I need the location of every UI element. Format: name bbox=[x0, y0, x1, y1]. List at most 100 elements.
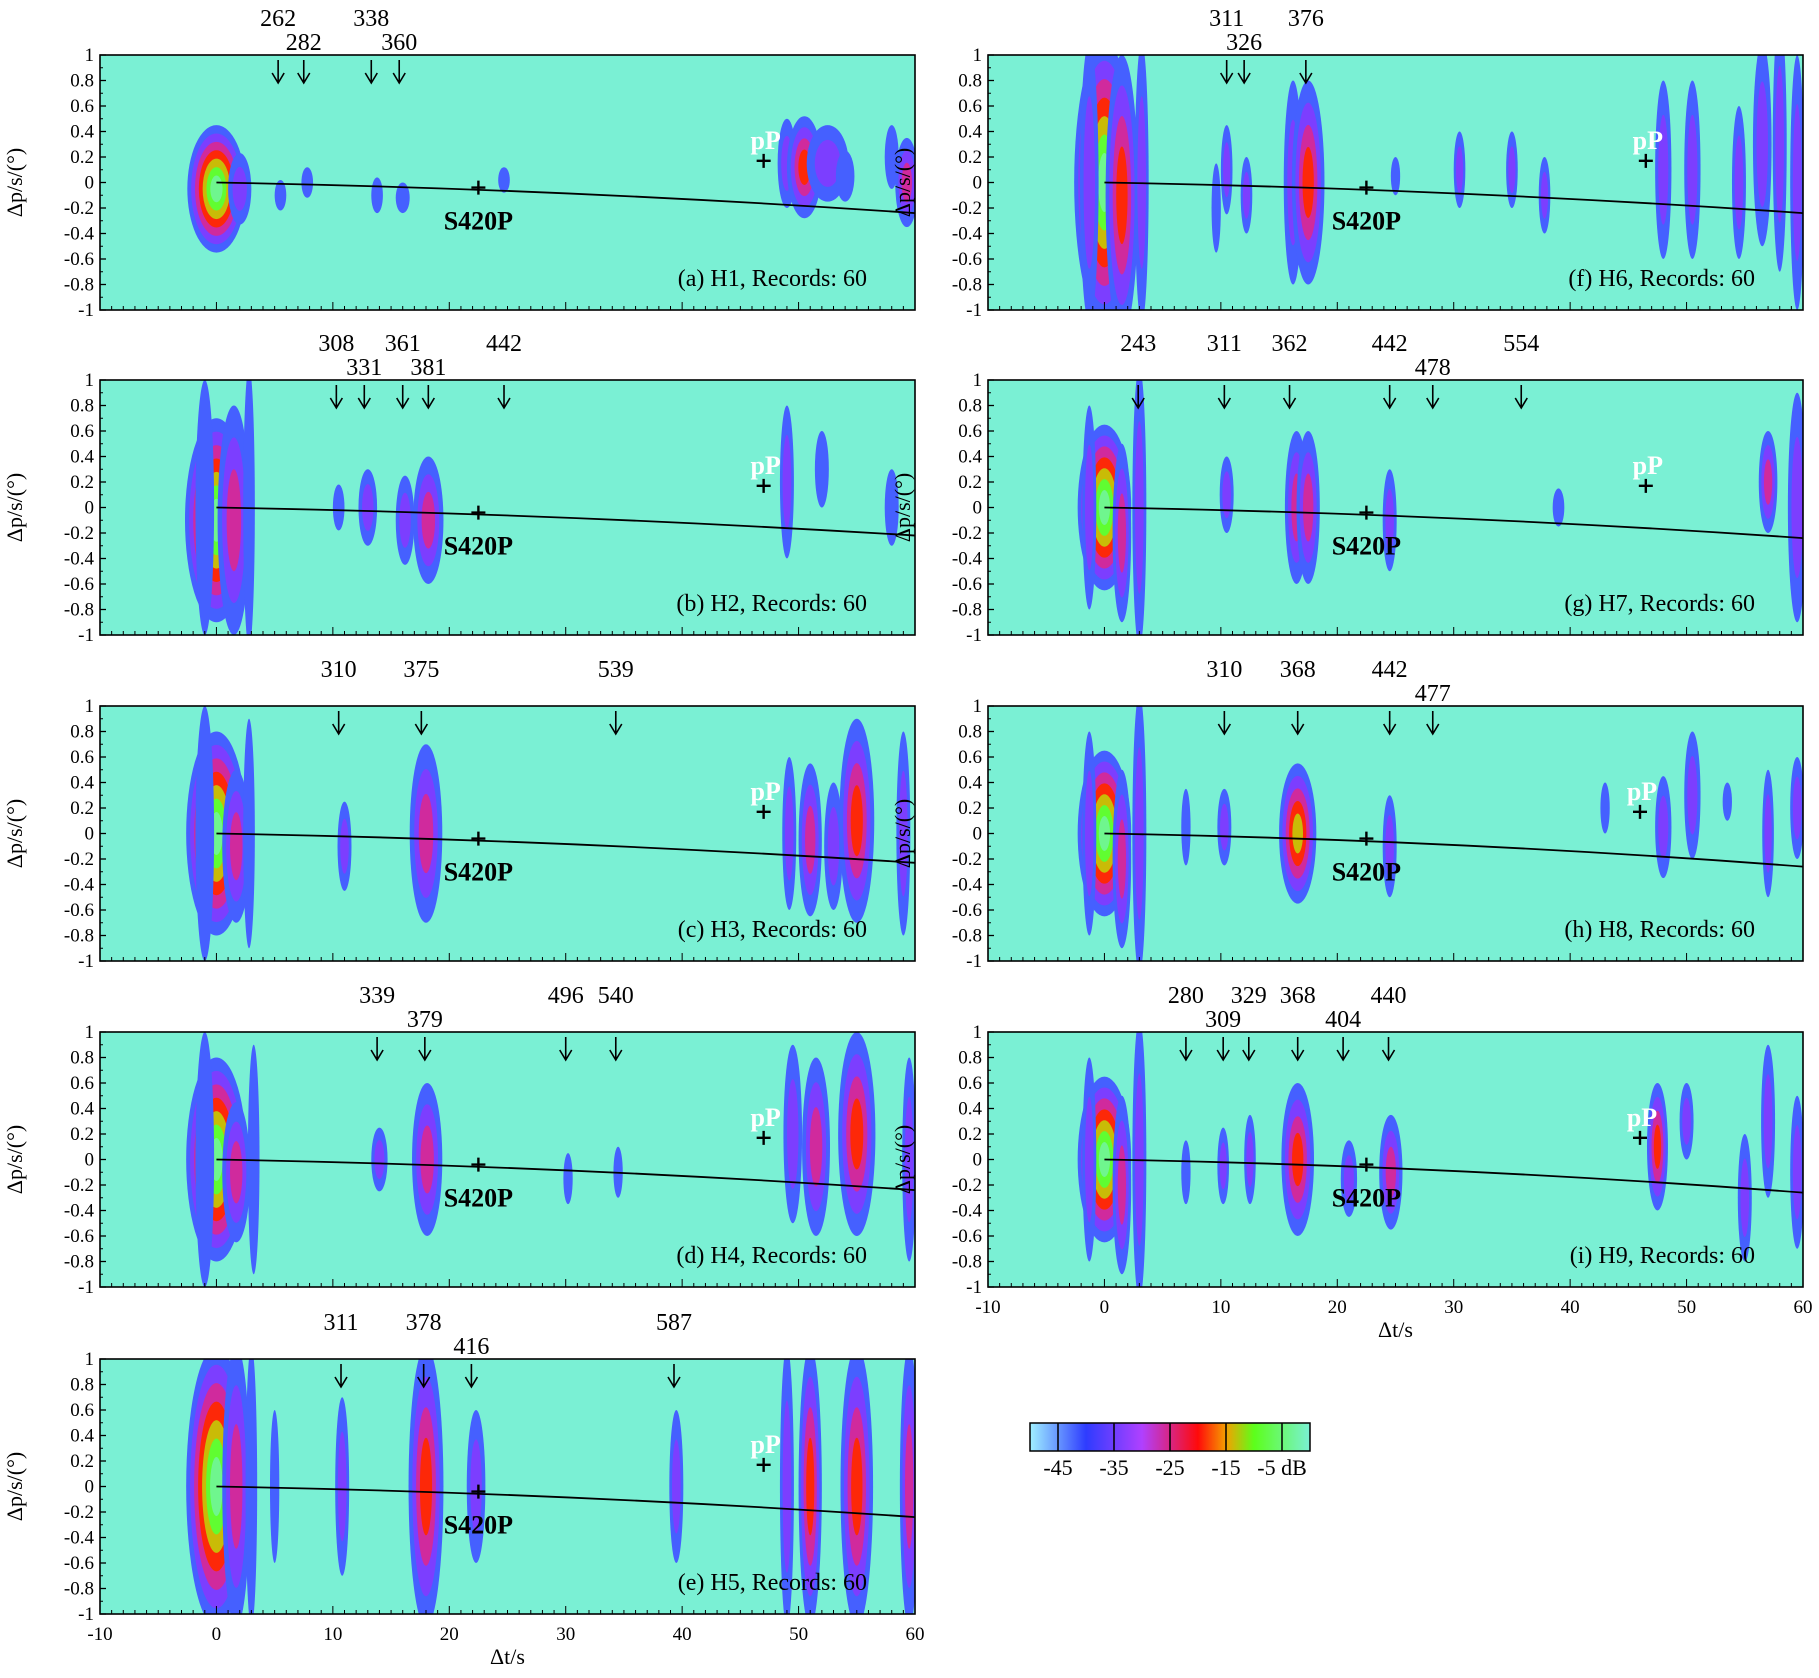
energy-blob bbox=[798, 1359, 822, 1614]
blob-contour bbox=[1084, 1096, 1094, 1223]
x-axis-title: Δt/s bbox=[1378, 1317, 1413, 1342]
arrival-arrow: 282 bbox=[286, 30, 322, 85]
arrival-arrow: 477 bbox=[1415, 681, 1451, 736]
arrival-label: 243 bbox=[1120, 331, 1156, 357]
y-tick-label: 0.2 bbox=[70, 1124, 94, 1145]
y-tick-label: 0 bbox=[85, 1477, 95, 1498]
y-tick-label: 1 bbox=[973, 370, 983, 391]
arrival-label: 587 bbox=[656, 1310, 692, 1336]
energy-blob bbox=[1082, 731, 1097, 936]
y-tick-label: 1 bbox=[85, 1022, 95, 1043]
energy-blobs bbox=[186, 1032, 915, 1287]
arrow-shape bbox=[329, 385, 344, 410]
energy-blob bbox=[779, 1359, 794, 1614]
blob-contour bbox=[1763, 459, 1773, 505]
y-tick-label: 0.6 bbox=[958, 96, 982, 117]
y-tick-label: -0.2 bbox=[64, 1502, 94, 1523]
energy-blob bbox=[802, 1057, 831, 1236]
panel-caption: (g) H7, Records: 60 bbox=[1564, 591, 1755, 617]
y-tick-label: -0.2 bbox=[952, 849, 982, 870]
energy-blob bbox=[835, 150, 855, 202]
arrival-arrow: 243 bbox=[1120, 331, 1156, 410]
arrival-arrow: 339 bbox=[359, 983, 395, 1062]
y-tick-label: 0.6 bbox=[70, 1400, 94, 1421]
panel-h8: 1 0.8 0.6 0.4 0.2 0 -0.2 -0.4 -0.6 -0.8 -1 Δp/s/(°)… bbox=[890, 657, 1804, 972]
energy-blob bbox=[782, 757, 797, 910]
blob-contour bbox=[905, 1424, 914, 1549]
blob-contour bbox=[1116, 146, 1128, 245]
energy-blob bbox=[669, 1410, 684, 1563]
panel-h9: 1 0.8 0.6 0.4 0.2 0 -0.2 -0.4 -0.6 -0.8 -1-10 0 10 20… bbox=[890, 983, 1813, 1342]
y-tick-label: 0.8 bbox=[958, 396, 982, 417]
y-tick-label: 0.4 bbox=[958, 1099, 982, 1120]
energy-blob bbox=[498, 167, 510, 193]
arrival-label: 329 bbox=[1231, 983, 1267, 1009]
blob-contour bbox=[1220, 803, 1229, 851]
arrival-label: 368 bbox=[1280, 983, 1316, 1009]
arrow-shape bbox=[609, 1037, 623, 1062]
arrival-label: 404 bbox=[1325, 1007, 1361, 1033]
colorbar-tick-label: -5 dB bbox=[1257, 1455, 1307, 1480]
x-tick-label: 60 bbox=[1794, 1297, 1813, 1318]
y-tick-label: -0.8 bbox=[64, 600, 94, 621]
blob-contour bbox=[814, 431, 829, 508]
y-tick-label: 0 bbox=[85, 498, 95, 519]
blob-contour bbox=[1658, 114, 1669, 225]
energy-blob bbox=[798, 763, 822, 917]
energy-blob bbox=[1279, 763, 1317, 904]
y-tick-label: 0.2 bbox=[958, 472, 982, 493]
arrival-arrow: 361 bbox=[385, 331, 421, 410]
pp-marker bbox=[1633, 1130, 1647, 1145]
arrow-shape bbox=[609, 711, 623, 736]
x-tick-label: 60 bbox=[906, 1624, 925, 1645]
blob-contour bbox=[1792, 104, 1802, 261]
pp-label: pP bbox=[750, 777, 780, 806]
blob-contour bbox=[805, 805, 816, 874]
arrival-arrow: 442 bbox=[486, 331, 522, 410]
blob-contour bbox=[1385, 814, 1394, 878]
y-axis-title: Δp/s/(°) bbox=[2, 1452, 27, 1521]
arrow-shape bbox=[334, 1364, 348, 1389]
panel-caption: (e) H5, Records: 60 bbox=[678, 1570, 867, 1596]
blob-contour bbox=[1083, 96, 1096, 269]
panel-h4: 1 0.8 0.6 0.4 0.2 0 -0.2 -0.4 -0.6 -0.8 -1 Δp/s/(°)… bbox=[2, 983, 916, 1298]
y-tick-label: 0.4 bbox=[70, 1099, 94, 1120]
blob-contour bbox=[1385, 1146, 1397, 1198]
blob-contour bbox=[1181, 1140, 1191, 1205]
y-tick-label: -0.4 bbox=[64, 224, 95, 245]
arrow-shape bbox=[418, 1037, 432, 1062]
energy-blob bbox=[466, 1410, 486, 1563]
s420p-marker bbox=[471, 1484, 486, 1499]
blob-contour bbox=[1658, 795, 1669, 859]
y-tick-label: -0.4 bbox=[64, 1528, 95, 1549]
arrival-label: 280 bbox=[1168, 983, 1204, 1009]
y-tick-label: 0.4 bbox=[70, 122, 94, 143]
blob-contour bbox=[1242, 171, 1251, 219]
arrow-shape bbox=[1179, 1037, 1193, 1062]
y-axis-title: Δp/s/(°) bbox=[2, 1125, 27, 1194]
x-tick-label: -10 bbox=[87, 1624, 112, 1645]
arrow-shape bbox=[1381, 1037, 1396, 1062]
arrival-label: 416 bbox=[453, 1334, 489, 1360]
blob-contour bbox=[210, 175, 223, 203]
energy-blob bbox=[1722, 782, 1732, 821]
energy-blob bbox=[195, 1032, 215, 1287]
arrow-shape bbox=[1299, 60, 1313, 85]
arrival-arrow: 496 bbox=[548, 983, 584, 1062]
blob-contour bbox=[1740, 1158, 1750, 1237]
blob-contour bbox=[498, 167, 510, 193]
s420p-label: S420P bbox=[444, 532, 513, 561]
energy-blobs bbox=[186, 1359, 915, 1614]
x-tick-label: 50 bbox=[1677, 1297, 1696, 1318]
arrival-label: 442 bbox=[1372, 657, 1408, 683]
arrow-shape bbox=[1131, 385, 1145, 410]
panel-caption: (i) H9, Records: 60 bbox=[1570, 1243, 1755, 1269]
y-tick-label: 0.8 bbox=[958, 1048, 982, 1069]
y-tick-label: 0.8 bbox=[70, 1375, 94, 1396]
y-tick-label: -0.2 bbox=[952, 523, 982, 544]
energy-blob bbox=[195, 380, 215, 635]
y-tick-label: 1 bbox=[85, 696, 95, 717]
energy-blob bbox=[395, 475, 415, 565]
y-tick-label: 0 bbox=[973, 824, 983, 845]
blob-contour bbox=[1600, 782, 1610, 834]
